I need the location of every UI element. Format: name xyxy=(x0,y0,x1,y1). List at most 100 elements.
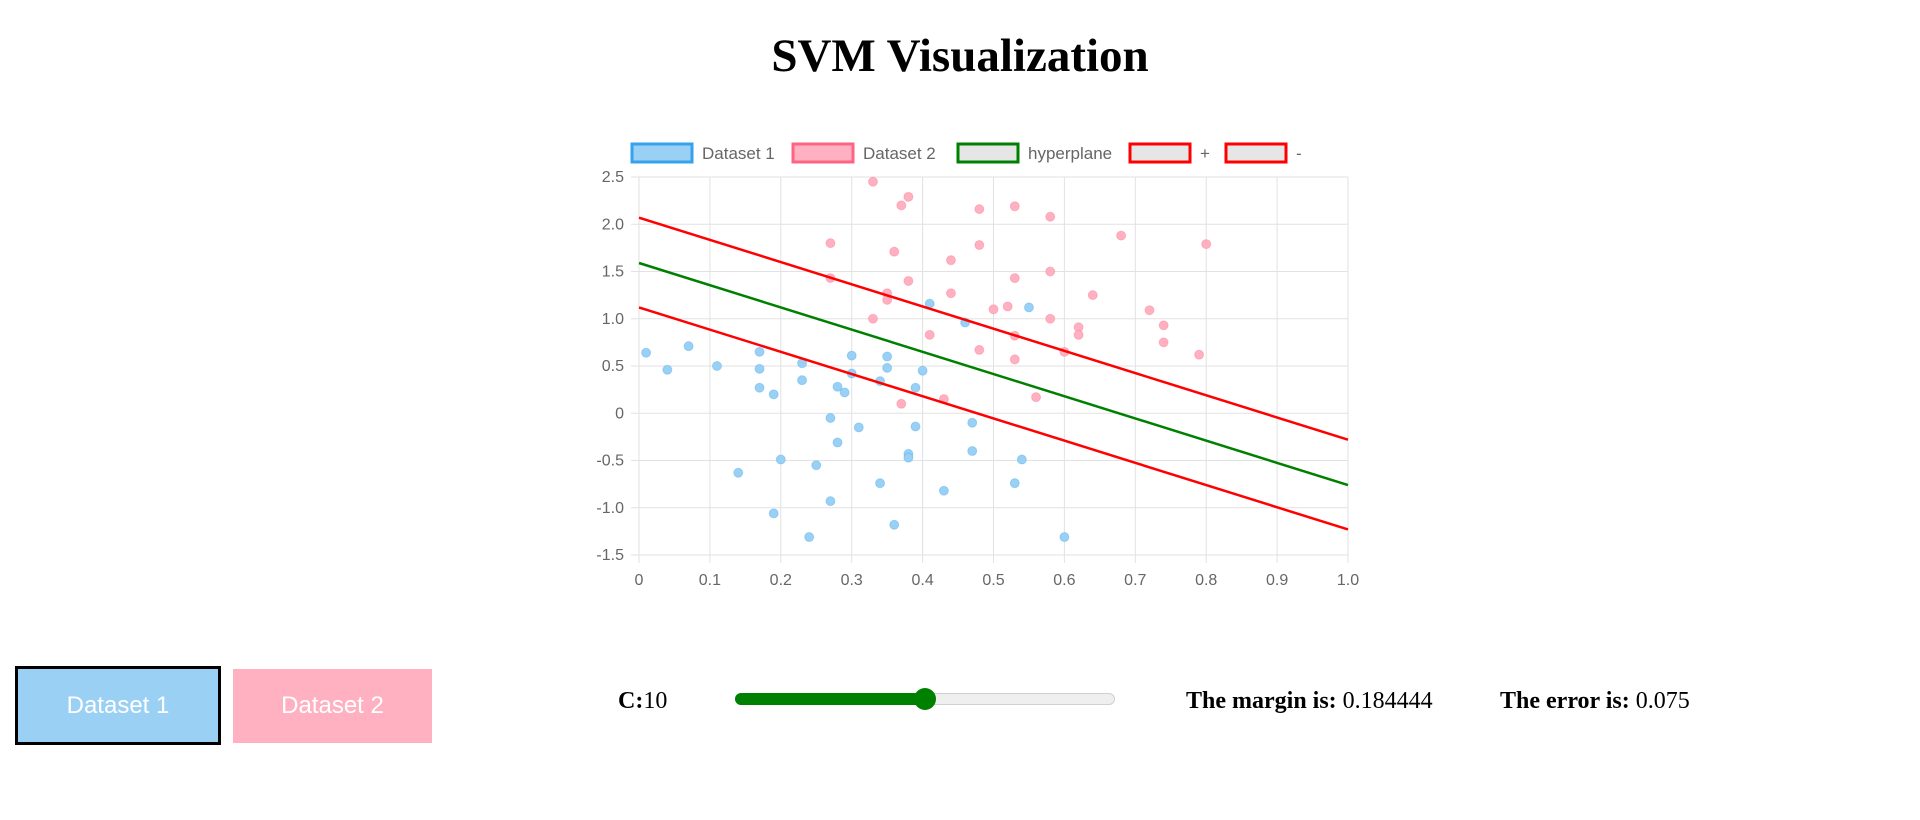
dataset-1-point xyxy=(917,365,928,376)
dataset-1-point xyxy=(1016,454,1027,465)
legend-label: Dataset 1 xyxy=(702,144,775,163)
legend-swatch xyxy=(791,142,855,164)
dataset-2-button[interactable]: Dataset 2 xyxy=(233,669,432,743)
dataset-2-point xyxy=(1194,349,1205,360)
chart-axis-labels: 2.5 2.0 1.5 1.0 0.5 0 -0.5 -1.0 -1.5 0 0.1 0.2 0.3 0.… xyxy=(596,169,1359,589)
y-tick-label: 0.5 xyxy=(602,358,624,375)
error-value: 0.075 xyxy=(1635,688,1690,714)
dataset-1-point xyxy=(967,417,978,428)
legend-swatch xyxy=(1128,142,1192,164)
margin-readout: The margin is: 0.184444 xyxy=(1186,686,1433,716)
dataset-1-point xyxy=(882,362,893,373)
dataset-2-point xyxy=(1002,301,1013,312)
dataset-1-point xyxy=(768,508,779,519)
dataset-1-point xyxy=(853,422,864,433)
legend-label: hyperplane xyxy=(1028,144,1112,163)
legend-item[interactable]: hyperplane xyxy=(956,142,1112,164)
dataset-1-point xyxy=(754,346,765,357)
x-tick-label: 0.9 xyxy=(1266,572,1288,589)
legend-item[interactable]: Dataset 1 xyxy=(630,142,775,164)
chart-points xyxy=(641,176,1212,543)
c-label: C: xyxy=(618,688,644,714)
error-label: The error is: xyxy=(1500,688,1630,714)
c-slider[interactable] xyxy=(735,688,1115,710)
dataset-2-point xyxy=(1009,273,1020,284)
minus-margin-line xyxy=(638,306,1349,531)
y-tick-label: 0 xyxy=(615,405,624,422)
dataset-2-point xyxy=(1045,313,1056,324)
y-tick-label: -1.5 xyxy=(596,547,624,564)
slider-fill xyxy=(735,693,925,705)
x-tick-label: 1.0 xyxy=(1337,572,1359,589)
dataset-1-point xyxy=(733,467,744,478)
dataset-1-point xyxy=(1009,478,1020,489)
dataset-1-point xyxy=(889,519,900,530)
dataset-2-point xyxy=(867,313,878,324)
slider-thumb[interactable] xyxy=(914,688,936,710)
dataset-1-point xyxy=(775,454,786,465)
legend-label: + xyxy=(1200,144,1210,163)
dataset-1-point xyxy=(903,452,914,463)
legend-swatch xyxy=(956,142,1020,164)
dataset-1-point xyxy=(768,389,779,400)
dataset-2-point xyxy=(1009,201,1020,212)
dataset-1-button[interactable]: Dataset 1 xyxy=(15,666,221,745)
dataset-1-point xyxy=(662,364,673,375)
dataset-1-point xyxy=(1023,302,1034,313)
legend-item[interactable]: - xyxy=(1224,142,1302,164)
dataset-1-point xyxy=(754,382,765,393)
legend-label: Dataset 2 xyxy=(863,144,936,163)
page-title: SVM Visualization xyxy=(771,30,1149,82)
x-tick-label: 0.2 xyxy=(770,572,792,589)
y-tick-label: 2.5 xyxy=(602,169,624,186)
dataset-1-point xyxy=(846,350,857,361)
dataset-2-point xyxy=(903,191,914,202)
x-tick-label: 0.6 xyxy=(1053,572,1075,589)
dataset-1-point xyxy=(967,446,978,457)
dataset-1-point xyxy=(754,363,765,374)
dataset-2-point xyxy=(889,246,900,257)
legend-item[interactable]: + xyxy=(1128,142,1210,164)
dataset-2-point xyxy=(1009,354,1020,365)
chart-lines xyxy=(638,216,1349,531)
plus-margin-line xyxy=(638,216,1349,441)
dataset-1-point xyxy=(641,347,652,358)
dataset-1-point xyxy=(875,478,886,489)
dataset-1-point xyxy=(882,351,893,362)
chart-legend[interactable]: Dataset 1 Dataset 2 hyperplane + - xyxy=(630,142,1302,164)
dataset-2-point xyxy=(988,304,999,315)
dataset-1-point xyxy=(832,437,843,448)
dataset-2-point xyxy=(1087,290,1098,301)
dataset-1-point xyxy=(825,412,836,423)
dataset-1-point xyxy=(683,341,694,352)
dataset-1-point xyxy=(825,496,836,507)
y-tick-label: -0.5 xyxy=(596,453,624,470)
c-value: 10 xyxy=(643,688,668,714)
chart-gridlines xyxy=(631,176,1349,563)
dataset-1-point xyxy=(811,460,822,471)
dataset-2-point xyxy=(1158,337,1169,348)
dataset-1-point xyxy=(910,421,921,432)
dataset-2-point xyxy=(1201,239,1212,250)
y-tick-label: 1.0 xyxy=(602,311,624,328)
dataset-2-point xyxy=(867,176,878,187)
legend-item[interactable]: Dataset 2 xyxy=(791,142,936,164)
c-parameter-readout: C:10 xyxy=(618,686,667,716)
dataset-1-point xyxy=(832,381,843,392)
dataset-2-point xyxy=(1031,392,1042,403)
dataset-2-point xyxy=(1045,211,1056,222)
dataset-1-point xyxy=(797,375,808,386)
legend-label: - xyxy=(1296,144,1302,163)
x-tick-label: 0.8 xyxy=(1195,572,1217,589)
dataset-1-point xyxy=(1059,532,1070,543)
dataset-2-point xyxy=(974,344,985,355)
dataset-2-point xyxy=(974,204,985,215)
x-tick-label: 0.4 xyxy=(911,572,933,589)
dataset-1-point xyxy=(804,532,815,543)
y-tick-label: -1.0 xyxy=(596,500,624,517)
dataset-1-point xyxy=(839,387,850,398)
dataset-2-point xyxy=(896,398,907,409)
margin-value: 0.184444 xyxy=(1342,688,1433,714)
x-tick-label: 0.3 xyxy=(841,572,863,589)
dataset-1-point xyxy=(910,382,921,393)
